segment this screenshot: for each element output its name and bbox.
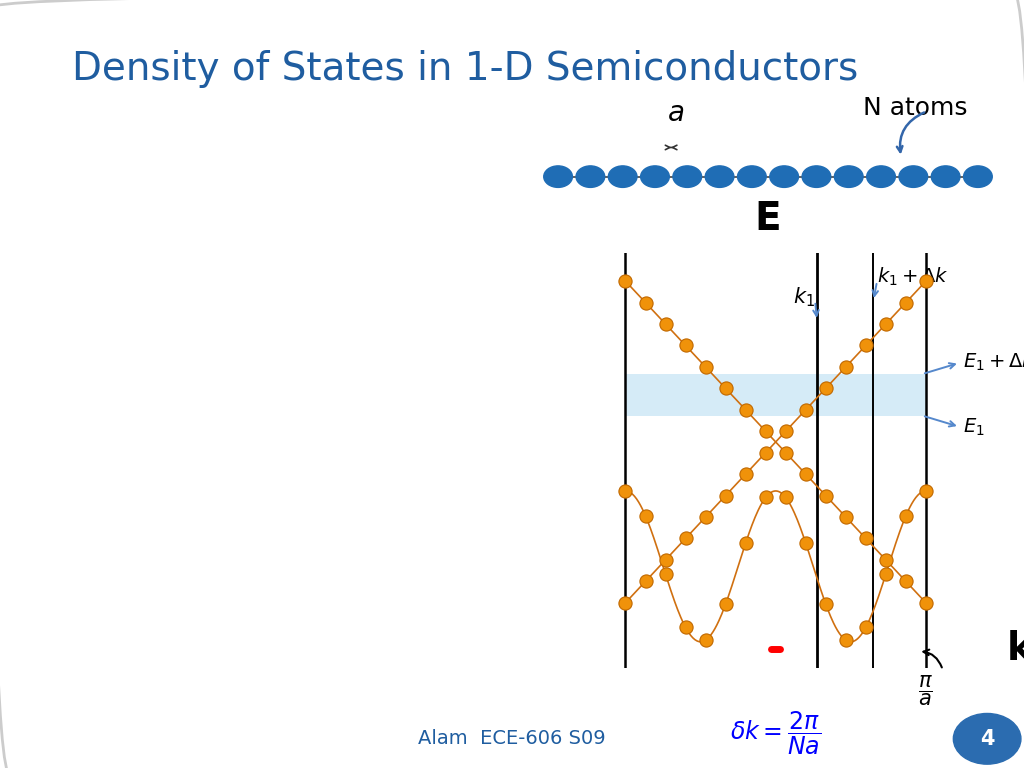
Point — [878, 318, 894, 330]
Point — [758, 446, 774, 458]
Point — [697, 634, 714, 646]
Point — [758, 492, 774, 504]
Point — [617, 597, 634, 609]
Point — [817, 598, 834, 611]
Point — [798, 537, 814, 549]
Point — [777, 446, 794, 458]
Point — [637, 575, 653, 588]
Point — [758, 425, 774, 437]
Text: N atoms: N atoms — [863, 96, 968, 120]
Circle shape — [673, 166, 701, 187]
Point — [678, 339, 694, 352]
Point — [678, 621, 694, 634]
Point — [898, 510, 914, 522]
Circle shape — [737, 166, 766, 187]
Text: $E_1$: $E_1$ — [964, 416, 985, 438]
Point — [918, 485, 934, 497]
Point — [617, 485, 634, 497]
Point — [838, 361, 854, 373]
Circle shape — [641, 166, 670, 187]
Point — [878, 554, 894, 566]
Point — [878, 568, 894, 581]
Text: a: a — [668, 99, 685, 127]
Circle shape — [964, 166, 992, 187]
Point — [777, 425, 794, 437]
Point — [838, 511, 854, 523]
Point — [898, 575, 914, 588]
Point — [617, 275, 634, 287]
Text: $\delta k = \dfrac{2\pi}{Na}$: $\delta k = \dfrac{2\pi}{Na}$ — [730, 710, 821, 757]
Text: Density of States in 1-D Semiconductors: Density of States in 1-D Semiconductors — [72, 50, 858, 88]
Point — [718, 489, 734, 502]
Circle shape — [899, 166, 928, 187]
Circle shape — [931, 166, 959, 187]
Circle shape — [802, 166, 830, 187]
Point — [737, 404, 754, 416]
Circle shape — [866, 166, 895, 187]
Text: k: k — [1007, 631, 1024, 668]
Point — [657, 554, 674, 566]
Text: $E_1+\Delta E$: $E_1+\Delta E$ — [964, 352, 1024, 373]
Point — [857, 339, 873, 352]
Point — [737, 537, 754, 549]
Text: $k_1$: $k_1$ — [794, 285, 815, 309]
Circle shape — [770, 166, 799, 187]
Text: $k_1+\Delta k$: $k_1+\Delta k$ — [877, 265, 949, 288]
Point — [918, 597, 934, 609]
Point — [798, 404, 814, 416]
Point — [898, 296, 914, 309]
Text: E: E — [755, 200, 781, 238]
Point — [678, 532, 694, 545]
Point — [857, 621, 873, 634]
Point — [798, 468, 814, 480]
Text: 4: 4 — [980, 729, 994, 749]
Point — [697, 511, 714, 523]
Text: $\dfrac{\pi}{a}$: $\dfrac{\pi}{a}$ — [919, 674, 933, 708]
Point — [817, 489, 834, 502]
Circle shape — [953, 713, 1021, 764]
Text: Alam  ECE-606 S09: Alam ECE-606 S09 — [418, 730, 606, 748]
Point — [697, 361, 714, 373]
Circle shape — [544, 166, 572, 187]
Circle shape — [835, 166, 863, 187]
Point — [817, 382, 834, 395]
Circle shape — [608, 166, 637, 187]
Point — [918, 275, 934, 287]
Point — [718, 598, 734, 611]
Point — [637, 510, 653, 522]
Point — [637, 296, 653, 309]
Circle shape — [577, 166, 605, 187]
Point — [857, 532, 873, 545]
Point — [657, 318, 674, 330]
Point — [777, 492, 794, 504]
Point — [737, 468, 754, 480]
Point — [718, 382, 734, 395]
Bar — [626, 374, 926, 415]
Point — [838, 634, 854, 646]
Point — [657, 568, 674, 581]
Circle shape — [706, 166, 734, 187]
